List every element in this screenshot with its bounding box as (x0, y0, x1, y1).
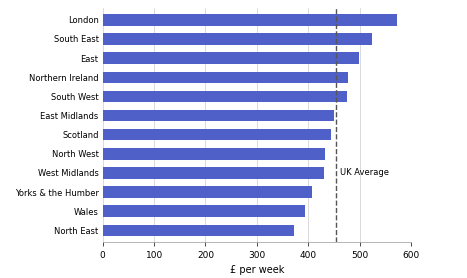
Bar (103, 91, 347, 102)
Bar (103, 71, 348, 83)
Bar (103, 14, 396, 26)
Bar (103, 205, 304, 217)
Text: UK Average: UK Average (340, 168, 389, 177)
Bar (103, 110, 334, 121)
Bar (103, 52, 359, 64)
X-axis label: £ per week: £ per week (230, 265, 284, 275)
Bar (103, 167, 324, 179)
Bar (103, 148, 325, 160)
Bar (103, 186, 312, 198)
Bar (103, 33, 372, 45)
Bar (103, 129, 331, 140)
Bar (103, 225, 294, 236)
